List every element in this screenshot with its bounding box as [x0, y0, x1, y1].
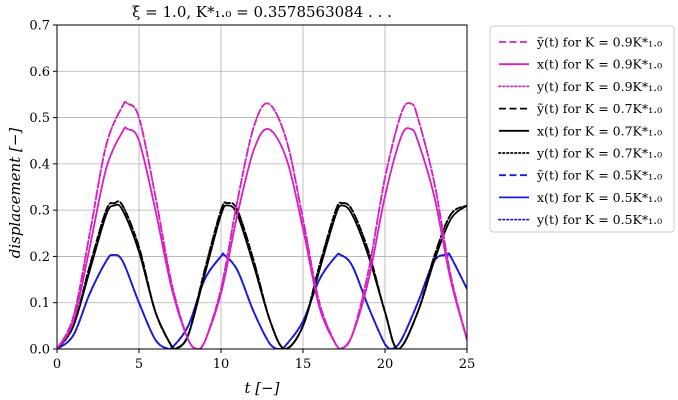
series-line-dashed-6 [57, 252, 467, 349]
series-line-dashed-0 [57, 100, 467, 349]
legend-label: y(t) for K = 0.7K*₁.₀ [536, 146, 662, 161]
chart-title-text: ξ = 1.0, K*₁.₀ = 0.3578563084 . . . [132, 3, 392, 21]
y-tick-label: 0.1 [29, 296, 50, 311]
series-layer [57, 100, 467, 349]
legend-label: x(t) for K = 0.7K*₁.₀ [537, 123, 662, 138]
series-line-solid-7 [57, 252, 467, 349]
legend-entry: ỹ(t) for K = 0.9K*₁.₀ [499, 35, 662, 50]
series-line-dashed-3 [57, 200, 467, 349]
legend-entry: y(t) for K = 0.9K*₁.₀ [498, 79, 662, 94]
y-tick-label: 0.3 [29, 204, 50, 219]
x-tick-label: 10 [213, 357, 230, 372]
legend-label: x(t) for K = 0.9K*₁.₀ [537, 57, 662, 72]
series-line-dotted-2 [57, 100, 467, 349]
legend-label: y(t) for K = 0.9K*₁.₀ [536, 79, 662, 94]
x-tick-label: 25 [459, 357, 476, 372]
legend-label: y(t) for K = 0.5K*₁.₀ [536, 212, 662, 227]
legend-entry: ỹ(t) for K = 0.5K*₁.₀ [499, 168, 662, 183]
series-line-solid-1 [57, 126, 467, 349]
x-tick-label: 20 [377, 357, 394, 372]
series-line-solid-4 [57, 203, 467, 349]
y-tick-label: 0.4 [29, 157, 50, 172]
legend-entry: y(t) for K = 0.5K*₁.₀ [498, 212, 662, 227]
y-tick-label: 0.6 [29, 65, 50, 80]
y-axis-label: displacement [−] [6, 128, 24, 259]
x-tick-label: 0 [53, 357, 61, 372]
series-line-dotted-8 [57, 252, 467, 349]
legend-frame [489, 25, 675, 233]
legend-entry: x(t) for K = 0.9K*₁.₀ [499, 57, 662, 72]
y-tick-label: 0.5 [29, 111, 50, 126]
legend-entry: y(t) for K = 0.7K*₁.₀ [498, 146, 662, 161]
legend-entry: ỹ(t) for K = 0.7K*₁.₀ [499, 101, 662, 116]
x-axis-label: t [−] [244, 379, 279, 397]
legend-entry: x(t) for K = 0.5K*₁.₀ [499, 190, 662, 205]
y-tick-label: 0.0 [29, 343, 50, 358]
legend-entry: x(t) for K = 0.7K*₁.₀ [499, 123, 662, 138]
legend: ỹ(t) for K = 0.9K*₁.₀ x(t) for K = 0.9K*₁… [489, 25, 675, 233]
y-tick-label: 0.7 [29, 19, 50, 34]
series-line-dotted-5 [57, 200, 467, 349]
x-tick-label: 5 [135, 357, 143, 372]
y-axis-ticks: 0.0 0.1 0.2 0.3 0.4 0.5 0.6 0.7 [29, 19, 57, 358]
legend-label: ỹ(t) for K = 0.5K*₁.₀ [536, 168, 662, 183]
x-axis-ticks: 0 5 10 15 20 25 [53, 349, 475, 372]
y-tick-label: 0.2 [29, 250, 50, 265]
x-tick-label: 15 [295, 357, 312, 372]
plot-frame [56, 24, 468, 350]
legend-label: ỹ(t) for K = 0.7K*₁.₀ [536, 101, 662, 116]
gridlines [56, 24, 468, 350]
chart-title: ξ = 1.0, K*₁.₀ = 0.3578563084 . . . [132, 3, 392, 21]
legend-label: ỹ(t) for K = 0.9K*₁.₀ [536, 35, 662, 50]
legend-label: x(t) for K = 0.5K*₁.₀ [537, 190, 662, 205]
